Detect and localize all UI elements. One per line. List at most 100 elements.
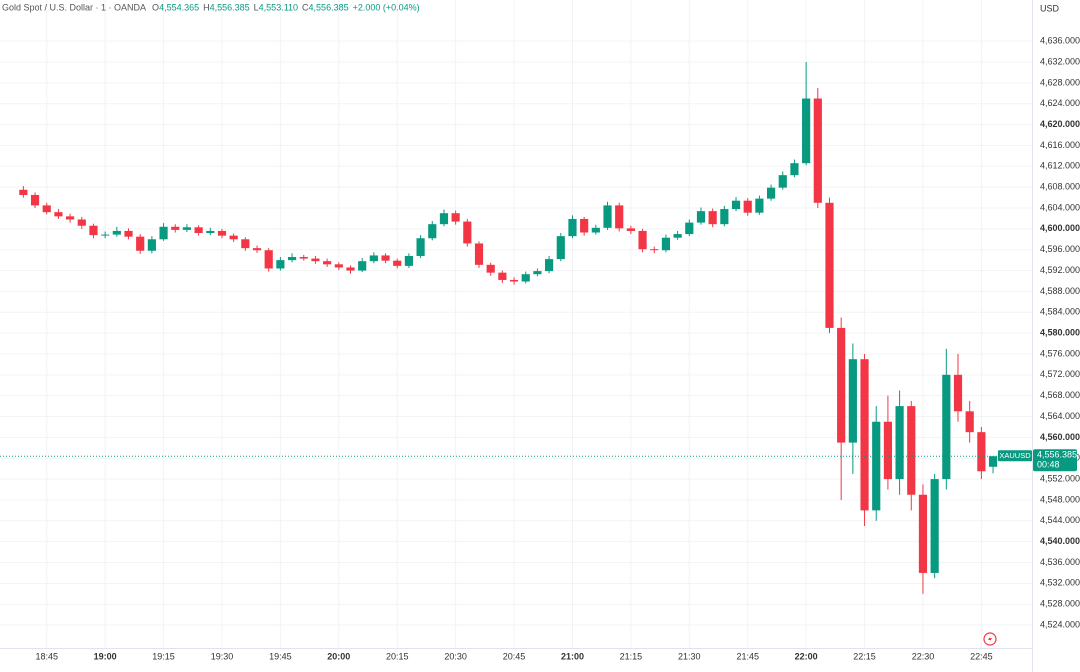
candle-body (463, 221, 472, 244)
x-tick-label: 22:00 (795, 651, 818, 661)
price-tag-bg (1033, 449, 1077, 472)
candle-body (334, 264, 343, 268)
candle (685, 219, 694, 237)
y-tick-label: 4,584.000 (1040, 307, 1080, 317)
candle (509, 277, 519, 285)
y-tick-label: 4,536.000 (1040, 557, 1080, 567)
y-tick-label: 4,524.000 (1040, 619, 1080, 629)
currency-label: USD (1040, 3, 1060, 13)
y-tick-label: 4,548.000 (1040, 494, 1080, 504)
x-tick-label: 20:45 (503, 651, 526, 661)
candle-body (30, 194, 40, 206)
candle-body (369, 255, 378, 262)
candle (42, 202, 51, 215)
y-tick-label: 4,568.000 (1040, 390, 1080, 400)
countdown: 00:48 (1037, 460, 1060, 470)
y-tick-label: 4,632.000 (1040, 56, 1080, 66)
candle (404, 253, 413, 268)
y-tick-label: 4,596.000 (1040, 244, 1080, 254)
candle (778, 171, 787, 190)
candle (825, 197, 834, 334)
candle (381, 253, 390, 264)
candle-body (474, 243, 484, 265)
candle (568, 215, 577, 239)
candle-body (358, 261, 367, 271)
candle-body (217, 230, 227, 236)
candle (813, 88, 822, 209)
candle-body (194, 227, 203, 234)
candle-body (860, 359, 869, 511)
candle-body (603, 205, 612, 228)
candle-body (346, 267, 355, 271)
y-tick-label: 4,572.000 (1040, 369, 1080, 379)
lightning-icon[interactable] (983, 632, 997, 646)
y-tick-label: 4,604.000 (1040, 202, 1080, 212)
candle-body (533, 271, 542, 275)
y-tick-label: 4,612.000 (1040, 161, 1080, 171)
candle-body (895, 406, 904, 480)
candle (393, 258, 402, 269)
candle (474, 241, 484, 268)
candle (907, 400, 916, 511)
candle (766, 184, 776, 201)
candle-body (907, 406, 916, 495)
x-tick-label: 22:45 (970, 651, 993, 661)
x-tick-label: 19:15 (152, 651, 175, 661)
change: +2.000 (+0.04%) (353, 2, 420, 12)
candle-body (147, 239, 156, 251)
candle (323, 258, 332, 267)
candle-body (813, 98, 822, 203)
candle-body (661, 237, 671, 251)
candle-body (720, 209, 729, 225)
candle-body (206, 230, 215, 234)
candle-body (264, 250, 273, 269)
candle-body (638, 230, 647, 250)
y-tick-label: 4,628.000 (1040, 77, 1080, 87)
candle-body (942, 374, 951, 480)
candle (346, 265, 355, 274)
candle (287, 253, 297, 263)
candle (977, 426, 986, 480)
x-tick-label: 22:15 (853, 651, 876, 661)
candle (731, 197, 741, 212)
candle-body (404, 255, 413, 266)
candle (486, 262, 495, 276)
candle-body (287, 257, 297, 261)
candle (895, 390, 904, 495)
grid (0, 0, 1032, 648)
ohlc-key: L (254, 2, 259, 12)
x-tick-label: 20:00 (327, 651, 350, 661)
x-tick-label: 19:00 (94, 651, 117, 661)
x-tick-label: 19:45 (269, 651, 292, 661)
candle-body (498, 272, 507, 280)
candle-body (323, 261, 332, 265)
x-tick-label: 21:30 (678, 651, 701, 661)
candle (147, 236, 156, 254)
candle (872, 406, 881, 521)
candle-body (708, 211, 717, 225)
candle (545, 255, 554, 274)
candle-body (229, 235, 238, 240)
candle-body (872, 421, 881, 511)
candle-body (77, 219, 86, 226)
candle-body (965, 411, 974, 433)
candle (124, 228, 133, 240)
candle-body (837, 327, 846, 443)
x-tick-label: 19:30 (211, 651, 234, 661)
candle (112, 226, 121, 237)
candle (19, 186, 28, 198)
candle (217, 228, 227, 239)
candle-body (930, 479, 939, 573)
candle-body (615, 205, 624, 229)
candle-body (381, 255, 390, 261)
candle-body (591, 227, 600, 233)
candle-body (802, 98, 811, 164)
candle (591, 224, 600, 235)
candle-body (159, 226, 168, 240)
x-tick-label: 18:45 (35, 651, 58, 661)
x-tick-label: 22:30 (912, 651, 935, 661)
ohlc-key: O (152, 2, 159, 12)
candle (369, 252, 378, 264)
y-tick-label: 4,600.000 (1040, 223, 1080, 233)
